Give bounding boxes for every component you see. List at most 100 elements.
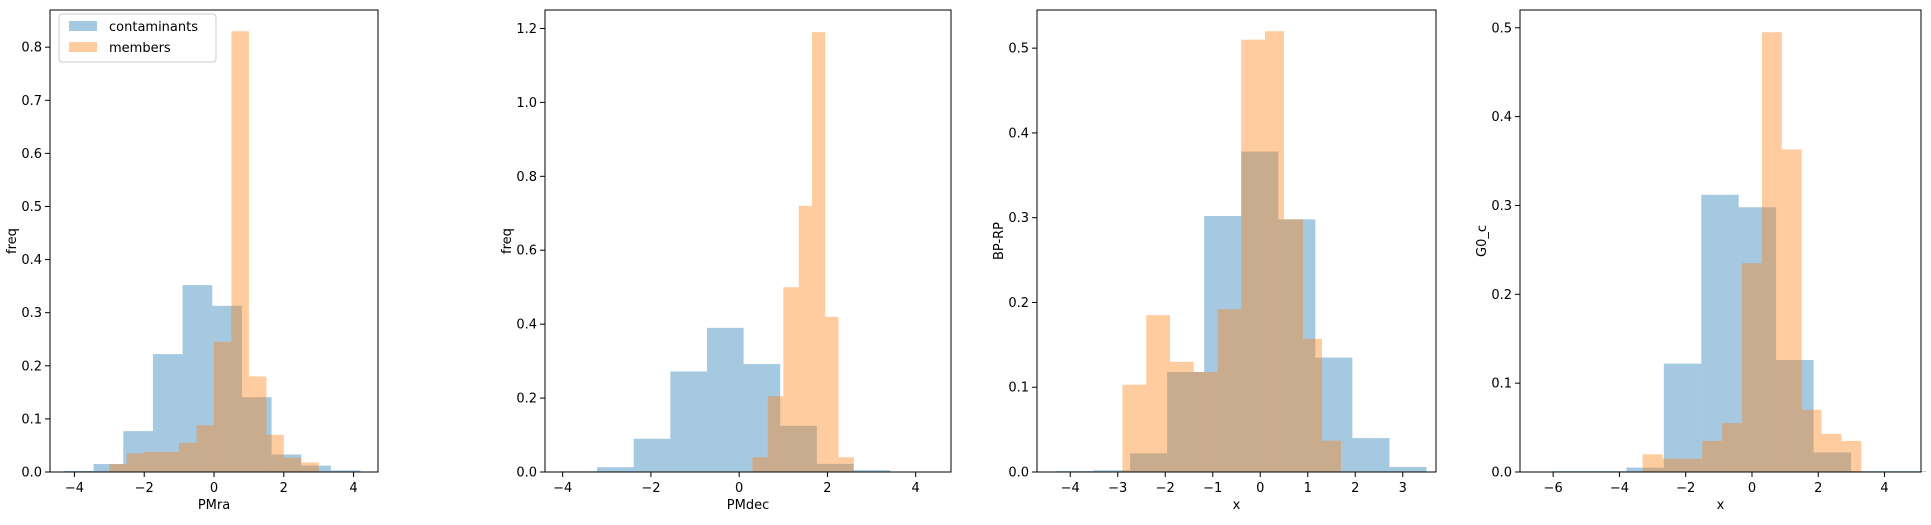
y-tick-label: 0.4 <box>516 318 537 333</box>
bar-contaminants <box>816 463 854 472</box>
bar-members <box>1217 309 1242 472</box>
bar-contaminants <box>780 425 817 472</box>
histogram-bars <box>63 31 361 472</box>
y-axis-label: G0_c <box>1475 225 1490 257</box>
y-tick-label: 0.3 <box>21 306 42 321</box>
legend-label-contaminants: contaminants <box>109 20 198 35</box>
x-tick-label: −2 <box>1676 481 1695 496</box>
x-tick-label: 4 <box>912 481 920 496</box>
bar-members <box>1702 440 1723 472</box>
axes-frame <box>1036 9 1437 473</box>
bar-contaminants <box>1389 466 1427 472</box>
histogram-bars <box>1056 31 1427 473</box>
y-tick-label: 0.3 <box>1008 211 1029 226</box>
y-tick-label: 0.0 <box>21 466 42 481</box>
bar-members <box>752 457 768 472</box>
y-tick-label: 0.3 <box>1491 199 1512 214</box>
y-axis-label: BP-RP <box>992 222 1007 260</box>
legend-label-members: members <box>109 41 171 56</box>
legend-swatch-contaminants <box>69 21 97 31</box>
x-axis-label: x <box>1233 498 1241 513</box>
x-tick-label: −3 <box>1108 481 1127 496</box>
bar-members <box>196 425 214 472</box>
axes-frame <box>1519 9 1922 473</box>
bar-members <box>1265 31 1284 473</box>
x-tick-label: 2 <box>1351 481 1359 496</box>
legend-swatch-members <box>69 42 97 52</box>
y-tick-label: 0.4 <box>21 253 42 268</box>
y-tick-label: 0.8 <box>516 170 537 185</box>
bar-members <box>231 31 249 472</box>
bar-members <box>1722 423 1743 472</box>
bar-members <box>1122 384 1147 472</box>
bar-members <box>161 451 180 472</box>
x-tick-label: 3 <box>1399 481 1407 496</box>
bar-contaminants <box>1204 215 1242 472</box>
axis-ticks: −6 −4 −2 0 2 4 0.0 0.1 0.2 0.3 0.4 0.5 <box>1491 21 1888 496</box>
axes-frame <box>49 9 379 473</box>
y-tick-label: 0.2 <box>516 392 537 407</box>
y-tick-label: 0.4 <box>1491 110 1512 125</box>
bar-contaminants <box>1626 467 1664 472</box>
x-tick-label: 0 <box>210 481 218 496</box>
y-tick-label: 0.2 <box>1491 288 1512 303</box>
bar-members <box>1841 440 1862 472</box>
bar-contaminants <box>1093 470 1131 472</box>
bar-members <box>838 457 854 472</box>
bar-members <box>1642 454 1663 472</box>
bar-contaminants <box>1352 438 1390 472</box>
axes-frame <box>544 9 952 473</box>
axis-ticks: −4 −3 −2 −1 0 1 2 3 0.0 0.1 0.2 0.3 0.4 0.5 <box>1008 42 1407 496</box>
bar-contaminants <box>271 454 302 472</box>
bar-members <box>144 451 162 472</box>
y-tick-label: 0.6 <box>21 147 42 162</box>
bar-members <box>248 376 267 472</box>
y-axis-label: freq <box>5 228 20 254</box>
bar-contaminants <box>212 305 242 472</box>
y-tick-label: 0.6 <box>516 244 537 259</box>
bar-members <box>825 316 839 472</box>
y-tick-label: 0.5 <box>1008 42 1029 57</box>
bar-contaminants <box>1130 453 1168 472</box>
bar-members <box>1821 433 1842 472</box>
bar-members <box>1303 338 1322 472</box>
x-tick-label: 4 <box>1880 481 1888 496</box>
y-tick-label: 0.4 <box>1008 126 1029 141</box>
bar-contaminants <box>1701 194 1739 473</box>
axis-ticks: −4 −2 0 2 4 0.0 0.2 0.4 0.6 0.8 1.0 1.2 <box>516 22 920 496</box>
bar-members <box>1146 315 1170 472</box>
subplot-4: −6 −4 −2 0 2 4 0.0 0.1 0.2 0.3 0.4 0.5 x G0_c <box>1475 9 1926 513</box>
y-tick-label: 1.0 <box>516 96 537 111</box>
bar-contaminants <box>182 285 213 472</box>
legend: contaminants members <box>58 13 217 63</box>
x-axis-label: x <box>1717 498 1725 513</box>
bar-members <box>783 287 799 472</box>
y-tick-label: 0.5 <box>1491 21 1512 36</box>
y-tick-label: 0.2 <box>21 359 42 374</box>
x-tick-label: 4 <box>349 481 357 496</box>
bar-members <box>126 453 145 472</box>
bar-contaminants <box>301 465 331 472</box>
x-tick-label: 0 <box>1748 481 1756 496</box>
x-tick-label: −2 <box>641 481 660 496</box>
y-tick-label: 0.0 <box>516 466 537 481</box>
bar-contaminants <box>743 364 781 472</box>
x-tick-label: −6 <box>1544 481 1563 496</box>
bar-contaminants <box>1278 219 1316 472</box>
subplot-1: −4 −2 0 2 40.00.10.20.30.40.50.60.70.8 PMra … <box>5 9 379 513</box>
bar-members <box>1662 458 1683 472</box>
x-tick-label: 0 <box>1256 481 1264 496</box>
bar-contaminants <box>1738 207 1777 472</box>
subplot-2: −4 −2 0 2 4 0.0 0.2 0.4 0.6 0.8 1.0 1.2 PMdec freq <box>500 9 952 513</box>
y-tick-label: 0.7 <box>21 94 42 109</box>
x-tick-label: −2 <box>135 481 154 496</box>
x-axis-label: PMdec <box>727 498 769 513</box>
bar-members <box>1682 458 1703 472</box>
bar-members <box>1781 149 1802 472</box>
y-tick-label: 0.1 <box>1008 381 1029 396</box>
y-axis-label: freq <box>500 228 515 254</box>
bar-members <box>1761 32 1782 472</box>
bar-contaminants <box>1241 151 1279 473</box>
x-tick-label: −4 <box>65 481 84 496</box>
histogram-bars <box>1551 32 1926 473</box>
